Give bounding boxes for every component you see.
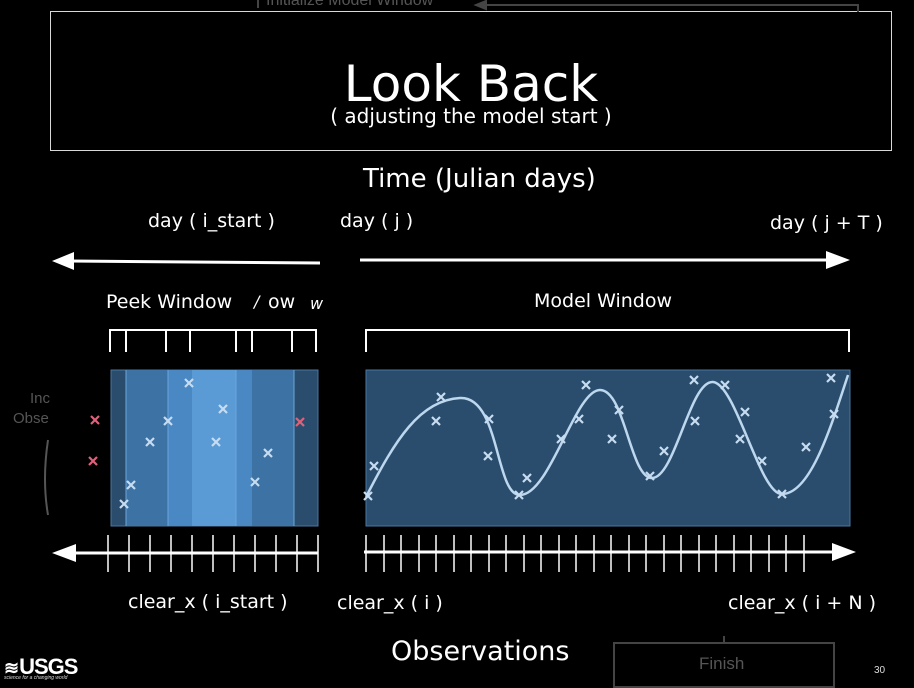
label-day-i-start: day ( i_start ) xyxy=(148,210,275,232)
label-day-j-plus-t: day ( j + T ) xyxy=(770,212,883,234)
time-arrow-right xyxy=(360,251,850,269)
observation-marker xyxy=(436,392,446,402)
model-window-bracket xyxy=(365,329,850,352)
observation-marker xyxy=(522,473,532,483)
observation-marker xyxy=(645,471,655,481)
observation-marker xyxy=(556,434,566,444)
peek-observation-marker xyxy=(184,378,194,388)
inc-obs-ghost-label-1: Inc xyxy=(30,390,51,407)
peek-observation-marker xyxy=(126,480,136,490)
usgs-wave-icon: ≋ xyxy=(4,658,19,678)
label-clear-x-i-plus-n: clear_x ( i + N ) xyxy=(728,592,877,614)
peek-observation-marker xyxy=(218,404,228,414)
observation-marker xyxy=(689,375,699,385)
peek-window-label: Peek Window xyxy=(106,291,233,313)
init-window-ghost-connector xyxy=(257,0,859,12)
observation-marker xyxy=(659,446,669,456)
obs-arrow-left xyxy=(52,535,319,572)
peek-observation-marker xyxy=(145,437,155,447)
peek-ghost-label-3: w xyxy=(310,294,324,313)
label-clear-x-i-start: clear_x ( i_start ) xyxy=(128,591,288,613)
peek-window-bracket xyxy=(109,329,317,352)
obs-arrow-right xyxy=(364,535,856,572)
finish-ghost-label: Finish xyxy=(699,654,745,673)
observation-marker xyxy=(483,451,493,461)
outlier-marker xyxy=(88,456,98,466)
observation-marker xyxy=(607,434,617,444)
ghost-bracket xyxy=(44,439,49,516)
observation-marker xyxy=(514,490,524,500)
observation-marker xyxy=(801,442,811,452)
model-window-label: Model Window xyxy=(534,290,673,312)
model-curve xyxy=(364,374,850,498)
peek-window-panel xyxy=(110,369,319,527)
peek-observation-marker xyxy=(263,448,273,458)
label-day-j: day ( j ) xyxy=(340,210,414,232)
observation-marker xyxy=(581,380,591,390)
init-window-ghost-label: Initialize Model Window xyxy=(266,0,434,9)
observation-marker xyxy=(363,491,373,501)
outlier-marker xyxy=(90,415,100,425)
peek-ghost-label-2: ow xyxy=(268,291,296,313)
page-number: 30 xyxy=(874,665,886,676)
observation-marker xyxy=(690,416,700,426)
slide-subtitle: ( adjusting the model start ) xyxy=(330,104,612,128)
slide-title: Look Back xyxy=(343,55,599,113)
usgs-logo-text: USGS xyxy=(19,654,78,679)
observation-marker xyxy=(574,414,584,424)
time-heading: Time (Julian days) xyxy=(363,164,596,194)
observation-marker xyxy=(826,373,836,383)
peek-observation-marker xyxy=(211,437,221,447)
observation-marker xyxy=(829,409,839,419)
observation-markers xyxy=(88,373,839,509)
peek-observation-marker xyxy=(119,499,129,509)
inc-obs-ghost-label-2: Obse xyxy=(13,410,49,427)
model-window-panel xyxy=(365,369,851,527)
title-box: Look Back ( adjusting the model start ) xyxy=(50,11,892,151)
observation-marker xyxy=(777,489,787,499)
peek-observation-marker xyxy=(250,477,260,487)
observation-marker xyxy=(720,380,730,390)
label-clear-x-i: clear_x ( i ) xyxy=(337,592,443,614)
time-arrow-left xyxy=(52,252,321,270)
outlier-marker xyxy=(295,417,305,427)
observation-marker xyxy=(740,407,750,417)
peek-ghost-label-1: / xyxy=(254,292,260,311)
usgs-tagline: science for a changing world xyxy=(4,675,68,681)
observation-marker xyxy=(614,405,624,415)
observation-marker xyxy=(735,434,745,444)
observation-marker xyxy=(369,461,379,471)
observation-marker xyxy=(431,416,441,426)
peek-observation-marker xyxy=(163,416,173,426)
observation-marker xyxy=(757,456,767,466)
usgs-logo: ≋USGS xyxy=(4,654,78,680)
observations-heading: Observations xyxy=(391,636,570,667)
observation-marker xyxy=(484,414,494,424)
